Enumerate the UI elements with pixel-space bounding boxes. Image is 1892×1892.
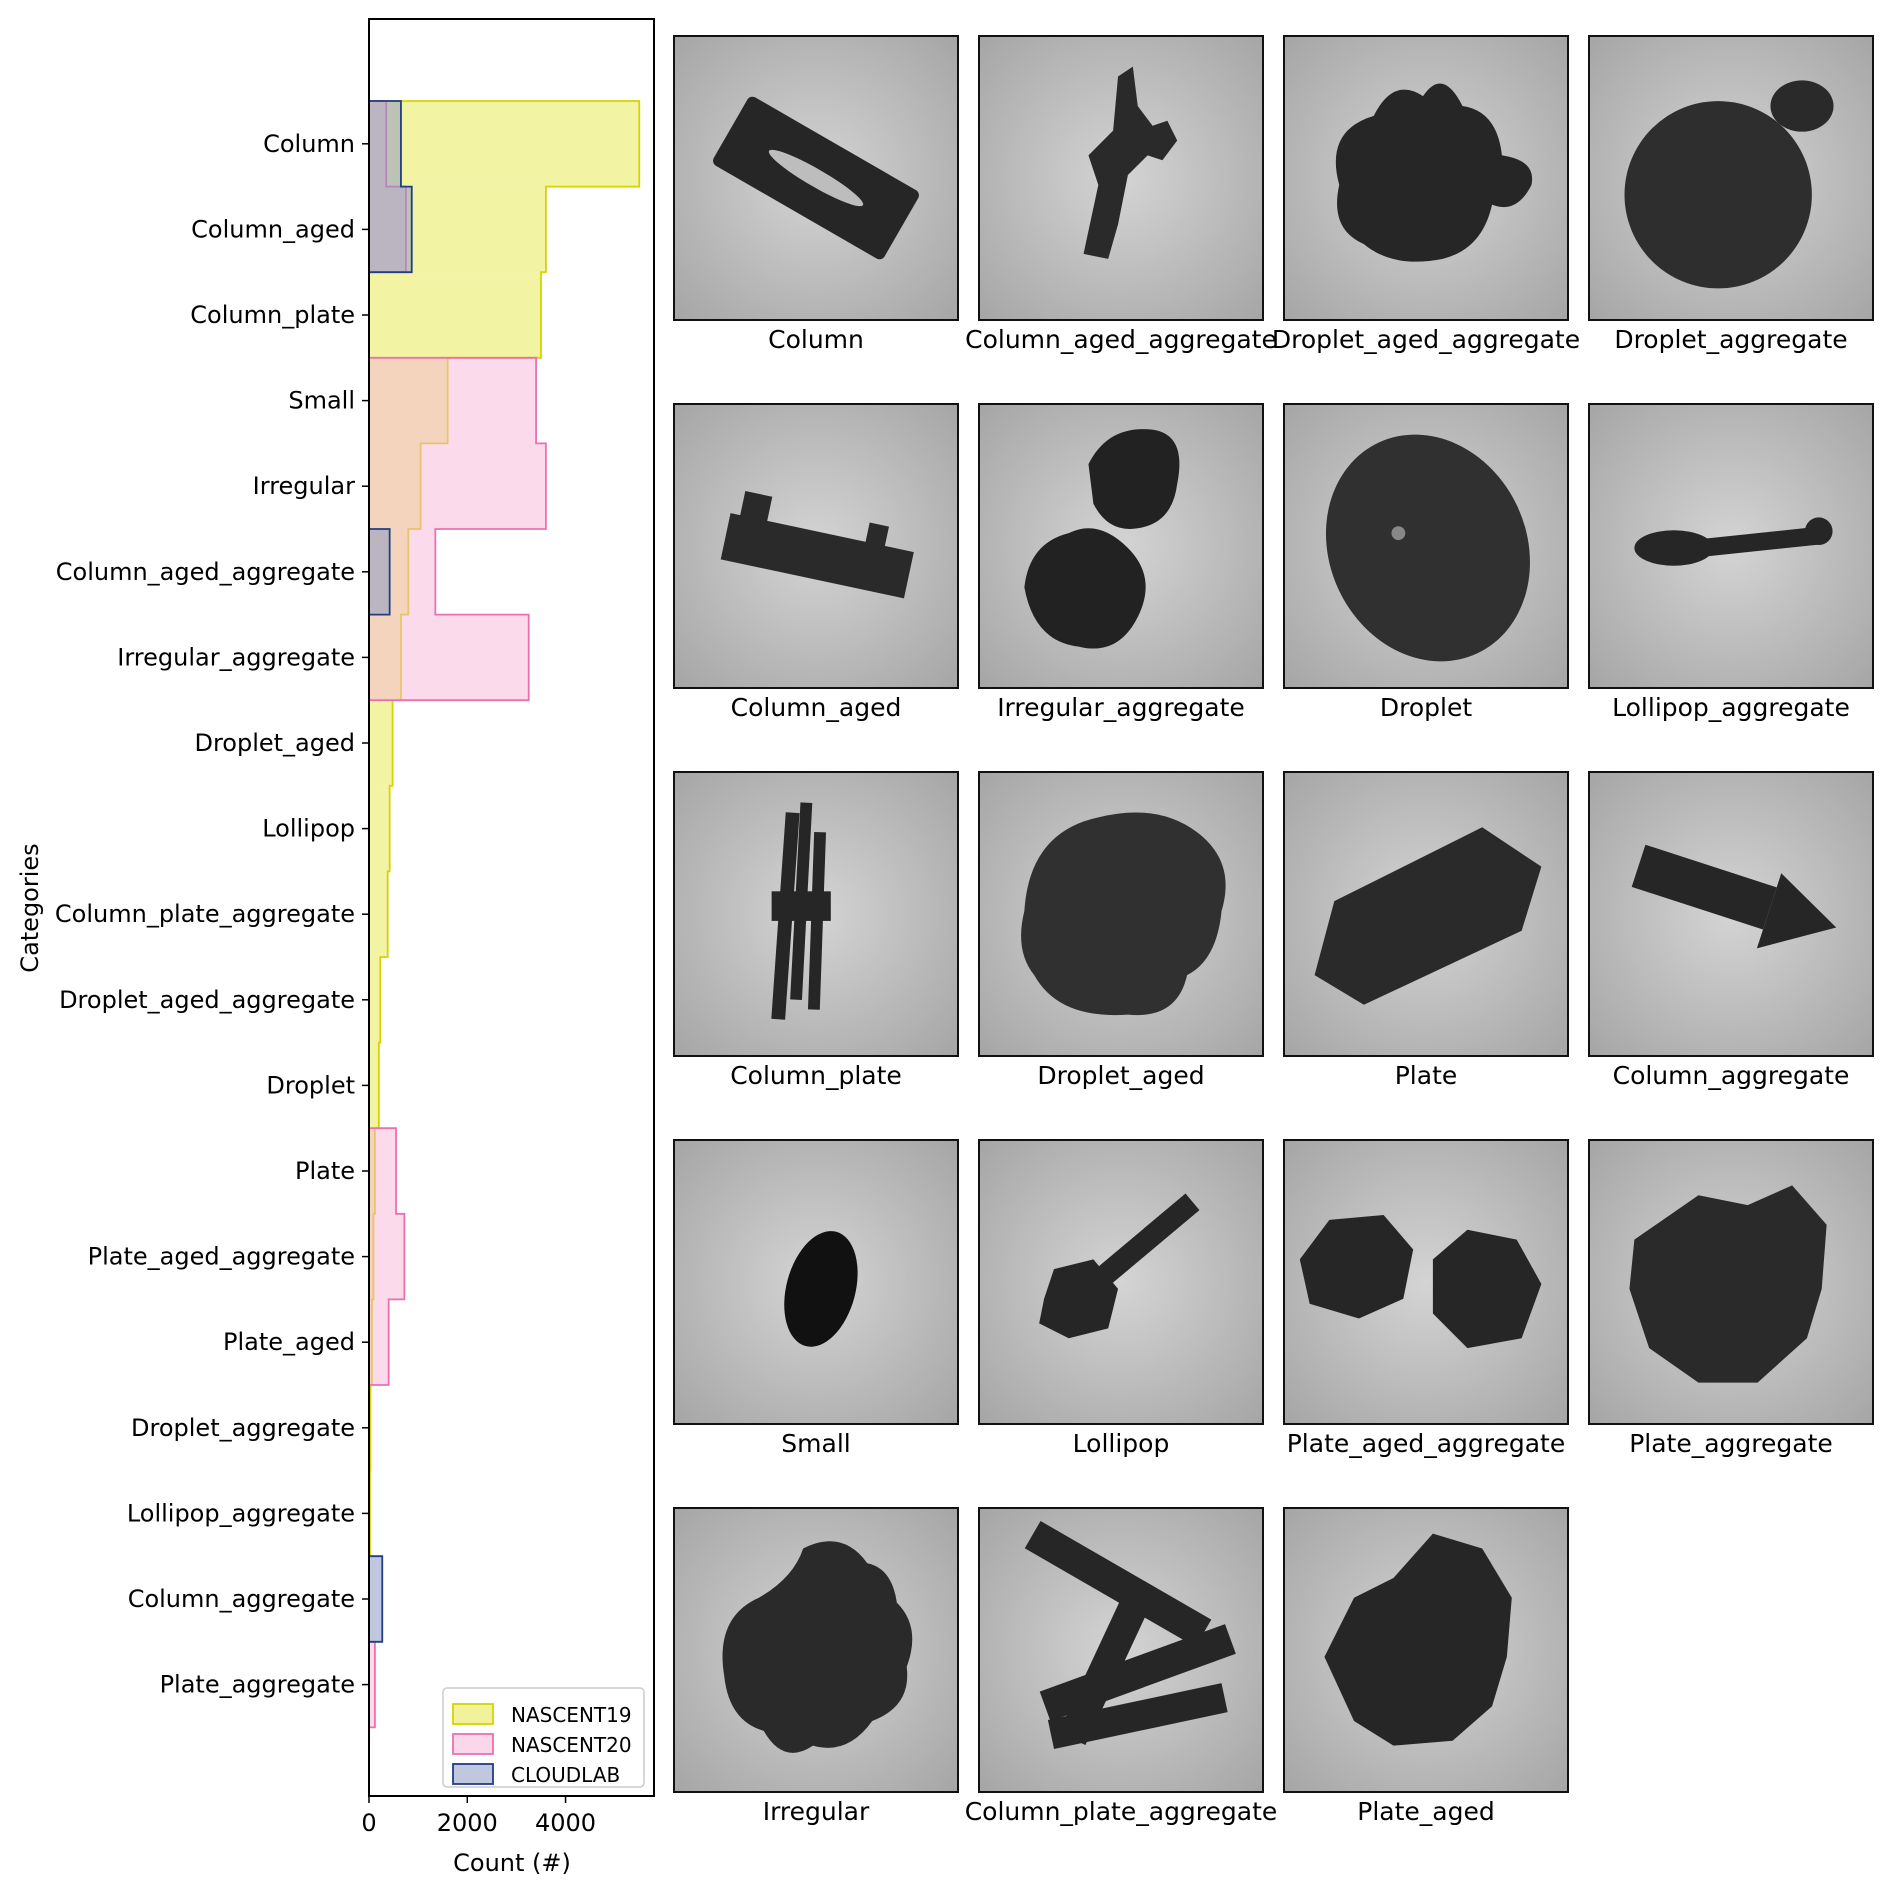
legend-swatch-nascent19 xyxy=(452,1703,494,1725)
x-tick-label: 0 xyxy=(361,1809,376,1837)
x-ticks: 0 2000 4000 xyxy=(361,1796,596,1837)
bar-nascent19-lollipop xyxy=(369,785,390,872)
particle-image-label: Irregular xyxy=(762,1797,870,1826)
particle-image-irregular xyxy=(673,1507,959,1793)
y-tick-label: Droplet xyxy=(266,1071,355,1099)
particle-image-column-plate-aggregate xyxy=(978,1507,1264,1793)
legend-swatch-cloudlab xyxy=(452,1763,494,1785)
series-nascent19 xyxy=(369,101,639,1727)
y-tick-label: Small xyxy=(288,387,355,415)
bar-cloudlab-column_aged_aggregate xyxy=(369,529,390,615)
bar-nascent19-column_plate xyxy=(369,272,541,358)
particle-image-column-aged-aggregate xyxy=(978,35,1264,321)
bar-nascent20-irregular xyxy=(369,443,546,529)
plot-frame xyxy=(368,18,655,1797)
particle-image-irregular-aggregate xyxy=(978,403,1264,689)
legend-label-nascent19: NASCENT19 xyxy=(511,1703,632,1727)
bar-nascent20-small xyxy=(369,357,537,444)
y-tick-label: Column_plate_aggregate xyxy=(55,900,355,928)
particle-image-column-aggregate xyxy=(1588,771,1874,1057)
y-tick-label: Droplet_aged xyxy=(194,729,355,757)
bar-nascent19-droplet_aged_aggregate xyxy=(369,957,381,1043)
particle-image-label: Column_plate_aggregate xyxy=(964,1797,1278,1826)
bar-nascent19-droplet xyxy=(369,1042,379,1129)
bar-cloudlab-column xyxy=(369,101,401,187)
particle-image-plate xyxy=(1283,771,1569,1057)
particle-image-label: Column_aged_aggregate xyxy=(965,325,1277,354)
bar-nascent19-droplet_aged xyxy=(369,700,393,786)
y-tick-label: Irregular_aggregate xyxy=(117,643,355,671)
particle-image-label: Plate_aged xyxy=(1357,1797,1495,1826)
y-tick-label: Plate xyxy=(295,1157,355,1185)
series-cloudlab xyxy=(369,101,412,1727)
y-tick-label: Column xyxy=(263,130,355,158)
particle-image-plate-aged xyxy=(1283,1507,1569,1793)
bar-nascent20-plate xyxy=(369,1128,397,1214)
particle-image-label: Column xyxy=(768,325,864,354)
bar-cloudlab-column_aged xyxy=(369,186,412,273)
y-tick-label: Column_aged_aggregate xyxy=(56,558,355,586)
particle-image-label: Droplet_aged xyxy=(1037,1061,1205,1090)
particle-image-droplet xyxy=(1283,403,1569,689)
particle-image-label: Plate xyxy=(1394,1061,1458,1090)
bar-nascent19-column xyxy=(369,101,640,187)
bar-cloudlab-column_aggregate xyxy=(369,1556,383,1642)
y-tick-label: Lollipop_aggregate xyxy=(127,1499,355,1527)
y-tick-label: Plate_aged xyxy=(223,1328,355,1356)
x-tick-label: 2000 xyxy=(437,1809,498,1837)
bar-nascent19-column_plate_aggregate xyxy=(369,871,388,957)
particle-image-droplet-aggregate xyxy=(1588,35,1874,321)
legend-swatch-nascent20 xyxy=(452,1733,494,1755)
particle-image-label: Droplet xyxy=(1379,693,1473,722)
y-tick-label: Column_aged xyxy=(191,215,355,243)
particle-image-droplet-aged xyxy=(978,771,1264,1057)
particle-image-column xyxy=(673,35,959,321)
y-tick-label: Column_plate xyxy=(190,301,355,329)
y-tick-label: Droplet_aggregate xyxy=(131,1414,355,1442)
x-axis-title: Count (#) xyxy=(453,1849,571,1877)
y-tick-label: Column_aggregate xyxy=(128,1585,355,1613)
legend-label-nascent20: NASCENT20 xyxy=(511,1733,632,1757)
y-tick-label: Plate_aged_aggregate xyxy=(88,1243,355,1271)
histogram-bars xyxy=(369,101,639,1727)
particle-image-droplet-aged-aggregate xyxy=(1283,35,1569,321)
particle-image-plate-aggregate xyxy=(1588,1139,1874,1425)
particle-image-label: Lollipop xyxy=(1072,1429,1170,1458)
particle-image-label: Plate_aggregate xyxy=(1629,1429,1833,1458)
y-tick-label: Lollipop xyxy=(262,815,355,843)
particle-image-lollipop-aggregate xyxy=(1588,403,1874,689)
y-ticks: Column Column_aged Column_plate Small Irregu… xyxy=(55,130,369,1699)
particle-image-lollipop xyxy=(978,1139,1264,1425)
bar-nascent20-plate_aggregate xyxy=(369,1641,375,1728)
y-tick-label: Irregular xyxy=(253,472,355,500)
particle-image-small xyxy=(673,1139,959,1425)
particle-image-label: Column_plate xyxy=(730,1061,902,1090)
y-tick-label: Plate_aggregate xyxy=(160,1671,355,1699)
y-axis-title: Categories xyxy=(16,843,44,972)
legend: NASCENT19 NASCENT20 CLOUDLAB xyxy=(442,1687,645,1788)
bar-nascent20-plate_aged xyxy=(369,1299,389,1385)
particle-image-plate-aged-aggregate xyxy=(1283,1139,1569,1425)
particle-image-label: Small xyxy=(781,1429,851,1458)
particle-image-label: Column_aged xyxy=(730,693,902,722)
particle-image-label: Droplet_aggregate xyxy=(1614,325,1848,354)
y-tick-label: Droplet_aged_aggregate xyxy=(59,986,355,1014)
particle-image-label: Irregular_aggregate xyxy=(997,693,1245,722)
particle-image-column-plate xyxy=(673,771,959,1057)
particle-image-column-aged xyxy=(673,403,959,689)
legend-label-cloudlab: CLOUDLAB xyxy=(511,1763,620,1787)
particle-image-label: Column_aggregate xyxy=(1612,1061,1850,1090)
x-tick-label: 4000 xyxy=(535,1809,596,1837)
particle-image-label: Lollipop_aggregate xyxy=(1612,693,1850,722)
particle-image-label: Droplet_aged_aggregate xyxy=(1271,325,1581,354)
particle-image-label: Plate_aged_aggregate xyxy=(1286,1429,1566,1458)
bar-nascent20-plate_aged_aggregate xyxy=(369,1213,405,1300)
bar-nascent20-irregular_aggregate xyxy=(369,614,529,701)
